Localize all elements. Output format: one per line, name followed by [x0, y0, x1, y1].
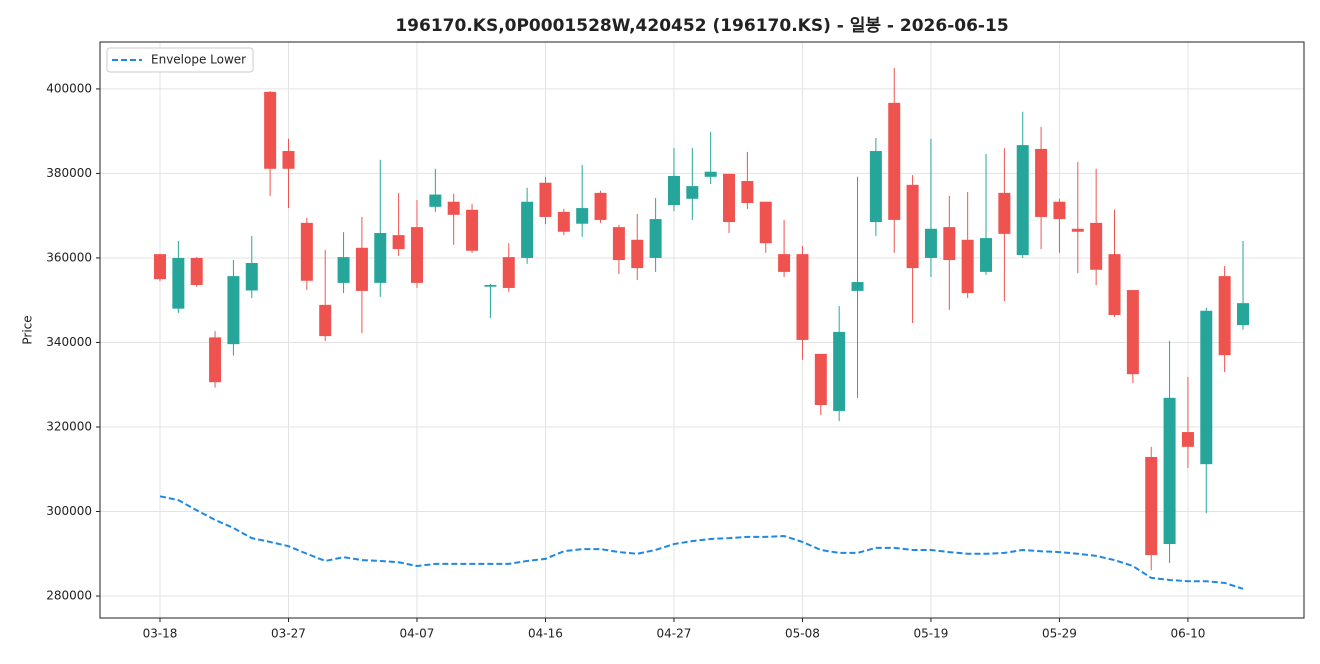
x-tick-label: 04-07	[400, 627, 435, 641]
candle-body	[667, 175, 680, 206]
candle-body	[1126, 290, 1139, 375]
candle-body	[1090, 222, 1103, 270]
candle-body	[466, 209, 479, 251]
x-tick-label: 03-18	[143, 627, 178, 641]
candle-body	[392, 235, 405, 250]
candle-body	[1181, 432, 1194, 447]
candle-body	[300, 222, 313, 281]
x-tick-label: 04-16	[528, 627, 563, 641]
candle-body	[355, 247, 368, 291]
candle-body	[539, 182, 552, 217]
candle-body	[778, 254, 791, 272]
x-tick-label: 05-29	[1042, 627, 1077, 641]
candle-body	[557, 211, 570, 232]
candle-body	[796, 254, 809, 340]
candle-body	[264, 91, 277, 169]
candle-body	[943, 227, 956, 261]
candle-body	[998, 192, 1011, 234]
x-tick-label: 04-27	[657, 627, 692, 641]
candle-body	[576, 208, 589, 224]
candle-body	[1035, 148, 1048, 217]
candle-body	[172, 257, 185, 309]
legend-box	[106, 47, 254, 73]
candle-body	[154, 254, 166, 280]
candle-body	[1163, 397, 1176, 545]
candle-body	[686, 186, 699, 199]
candle-body	[447, 201, 460, 215]
candle-body	[227, 276, 240, 345]
candle-body	[924, 228, 937, 258]
candle-body	[704, 171, 717, 177]
x-tick-label: 06-10	[1170, 627, 1205, 641]
candle-body	[1071, 228, 1084, 232]
candle-body	[759, 201, 772, 244]
candle-body	[245, 263, 258, 291]
candle-body	[374, 233, 387, 283]
plot-frame	[99, 41, 1305, 619]
candle-body	[631, 239, 644, 269]
candle-body	[980, 238, 993, 272]
x-tick-label: 03-27	[271, 627, 306, 641]
y-tick-label: 360000	[46, 250, 92, 264]
candle-body	[319, 304, 332, 337]
candle-body	[410, 227, 423, 283]
candle-body	[1218, 276, 1231, 356]
y-tick-label: 280000	[46, 589, 92, 603]
candle-body	[851, 282, 864, 291]
candle-body	[869, 151, 882, 223]
y-tick-label: 340000	[46, 335, 92, 349]
candle-body	[961, 239, 974, 294]
candle-body	[906, 184, 919, 269]
candle-body	[1237, 303, 1249, 326]
candle-body	[833, 331, 846, 411]
candle-body	[337, 257, 350, 283]
y-tick-label: 380000	[46, 166, 92, 180]
chart-title: 196170.KS,0P0001528W,420452 (196170.KS) …	[395, 16, 1008, 36]
candle-body	[484, 284, 497, 287]
candle-body	[429, 194, 442, 207]
candle-body	[190, 257, 203, 285]
candle-body	[1200, 310, 1213, 465]
x-tick-label: 05-19	[914, 627, 949, 641]
candle-body	[649, 219, 662, 258]
y-tick-label: 400000	[46, 81, 92, 95]
y-axis-label: Price	[21, 315, 35, 344]
candle-body	[1145, 456, 1158, 556]
y-tick-label: 300000	[46, 504, 92, 518]
candle-body	[1053, 201, 1066, 220]
envelope-line	[159, 495, 1244, 590]
candle-body	[1108, 254, 1121, 315]
x-tick-label: 05-08	[785, 627, 820, 641]
candle-body	[814, 353, 827, 406]
legend-label: Envelope Lower	[151, 53, 246, 67]
candle-body	[1016, 145, 1029, 255]
candle-body	[521, 201, 534, 258]
candle-body	[594, 192, 607, 220]
candle-body	[282, 151, 295, 169]
candle-body	[502, 257, 515, 288]
candle-body	[209, 337, 222, 383]
candle-body	[723, 173, 736, 223]
candle-body	[612, 227, 625, 261]
candle-body	[888, 102, 901, 220]
y-tick-label: 320000	[46, 419, 92, 433]
candle-body	[741, 181, 754, 204]
